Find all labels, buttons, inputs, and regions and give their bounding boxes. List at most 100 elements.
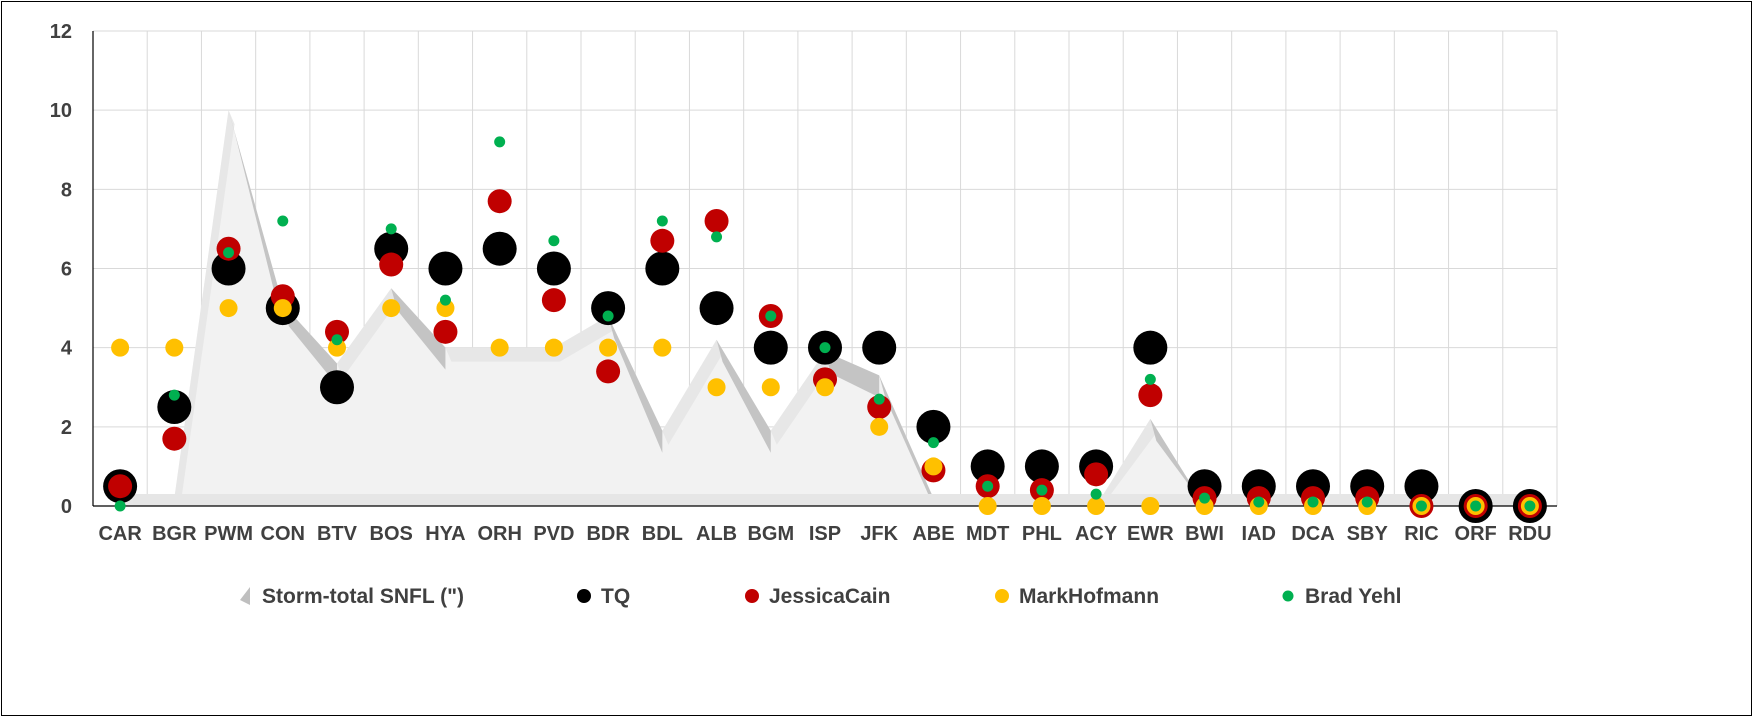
x-tick-label: CON xyxy=(261,523,305,545)
x-tick-label: BGM xyxy=(747,523,794,545)
y-tick-label: 12 xyxy=(50,21,72,43)
point-markhofmann xyxy=(490,338,509,357)
point-jessicacain xyxy=(487,189,512,214)
point-tq xyxy=(1024,449,1059,484)
point-brad-yehl xyxy=(114,500,126,512)
point-tq xyxy=(320,370,354,405)
point-jessicacain xyxy=(1138,383,1163,408)
x-tick-label: BTV xyxy=(317,523,358,545)
point-markhofmann xyxy=(436,299,455,318)
x-tick-label: ABE xyxy=(912,523,954,545)
y-tick-label: 2 xyxy=(61,417,72,439)
area-shadow xyxy=(553,316,615,362)
point-brad-yehl xyxy=(385,223,397,235)
point-brad-yehl xyxy=(1524,500,1536,512)
point-brad-yehl xyxy=(548,235,560,247)
legend-label: MarkHofmann xyxy=(1019,585,1159,608)
point-tq xyxy=(753,330,788,365)
point-brad-yehl xyxy=(982,480,994,492)
point-jessicacain xyxy=(1084,462,1109,487)
area-shadow xyxy=(1096,418,1157,506)
area-shadow xyxy=(499,347,560,362)
area-shadow xyxy=(879,375,934,506)
point-jessicacain xyxy=(596,359,621,384)
point-tq xyxy=(1404,469,1439,504)
point-markhofmann xyxy=(1032,497,1051,515)
x-tick-label: MDT xyxy=(966,523,1009,545)
x-tick-label: HYA xyxy=(425,523,465,545)
legend-swatch-jessicacain xyxy=(745,589,759,603)
x-tick-label: CAR xyxy=(98,523,142,545)
point-markhofmann xyxy=(870,417,889,436)
legend-swatch-brad-yehl xyxy=(1282,590,1294,602)
point-markhofmann xyxy=(111,338,130,357)
area-storm-total xyxy=(120,110,1530,507)
x-tick-label: SBY xyxy=(1347,523,1389,545)
point-brad-yehl xyxy=(927,437,939,449)
point-tq xyxy=(591,291,626,326)
x-tick-label: ORF xyxy=(1455,523,1497,545)
point-markhofmann xyxy=(816,378,834,397)
area-shadow xyxy=(825,351,880,398)
point-brad-yehl xyxy=(494,136,506,148)
point-markhofmann xyxy=(382,299,401,318)
point-jessicacain xyxy=(162,426,187,451)
point-brad-yehl xyxy=(1470,500,1482,512)
point-jessicacain xyxy=(108,474,133,499)
point-brad-yehl xyxy=(223,247,235,259)
area-shadow xyxy=(282,304,337,386)
legend-label: JessicaCain xyxy=(769,585,890,608)
area-shadow xyxy=(391,288,446,370)
point-markhofmann xyxy=(707,378,726,397)
point-brad-yehl xyxy=(602,310,614,322)
x-tick-label: ACY xyxy=(1075,523,1118,545)
point-brad-yehl xyxy=(711,231,723,243)
x-tick-label: RIC xyxy=(1404,523,1438,545)
x-tick-label: JFK xyxy=(860,523,898,545)
area-shadow xyxy=(662,339,723,445)
x-tick-label: EWR xyxy=(1127,523,1174,545)
y-tick-label: 4 xyxy=(61,338,73,360)
point-markhofmann xyxy=(544,338,563,357)
area-layer xyxy=(120,110,1537,507)
x-tick-label: RDU xyxy=(1508,523,1551,545)
point-brad-yehl xyxy=(819,342,831,354)
point-markhofmann xyxy=(1195,497,1214,515)
legend-swatch-tq xyxy=(577,589,591,603)
legend-swatch-area xyxy=(240,587,250,605)
point-brad-yehl xyxy=(1307,496,1319,508)
point-tq xyxy=(862,330,897,365)
point-brad-yehl xyxy=(765,310,777,322)
x-tick-label: BDL xyxy=(642,523,683,545)
marker-layer xyxy=(103,136,1547,523)
point-markhofmann xyxy=(761,378,780,397)
point-brad-yehl xyxy=(1415,500,1427,512)
point-brad-yehl xyxy=(1090,488,1102,500)
point-brad-yehl xyxy=(331,334,343,346)
area-shadow xyxy=(608,316,663,453)
point-tq xyxy=(1133,330,1168,365)
point-jessicacain xyxy=(650,228,675,253)
point-brad-yehl xyxy=(656,215,668,227)
point-brad-yehl xyxy=(439,294,451,306)
x-tick-label: ORH xyxy=(477,523,521,545)
area-shadow xyxy=(445,347,506,362)
point-brad-yehl xyxy=(1199,492,1211,504)
point-markhofmann xyxy=(599,338,618,357)
area-floor xyxy=(133,494,1537,506)
point-tq xyxy=(428,251,463,286)
x-tick-label: BGR xyxy=(152,523,197,545)
point-jessicacain xyxy=(433,319,458,344)
y-tick-label: 10 xyxy=(50,100,72,122)
point-jessicacain xyxy=(325,319,349,344)
y-tick-label: 6 xyxy=(61,259,72,281)
x-tick-label: IAD xyxy=(1242,523,1276,545)
point-jessicacain xyxy=(541,288,566,313)
point-markhofmann xyxy=(219,299,238,318)
point-markhofmann xyxy=(273,299,292,318)
legend-label: Brad Yehl xyxy=(1305,585,1402,608)
y-tick-label: 8 xyxy=(61,179,72,201)
x-tick-label: ISP xyxy=(809,523,841,545)
point-jessicacain xyxy=(867,395,892,420)
